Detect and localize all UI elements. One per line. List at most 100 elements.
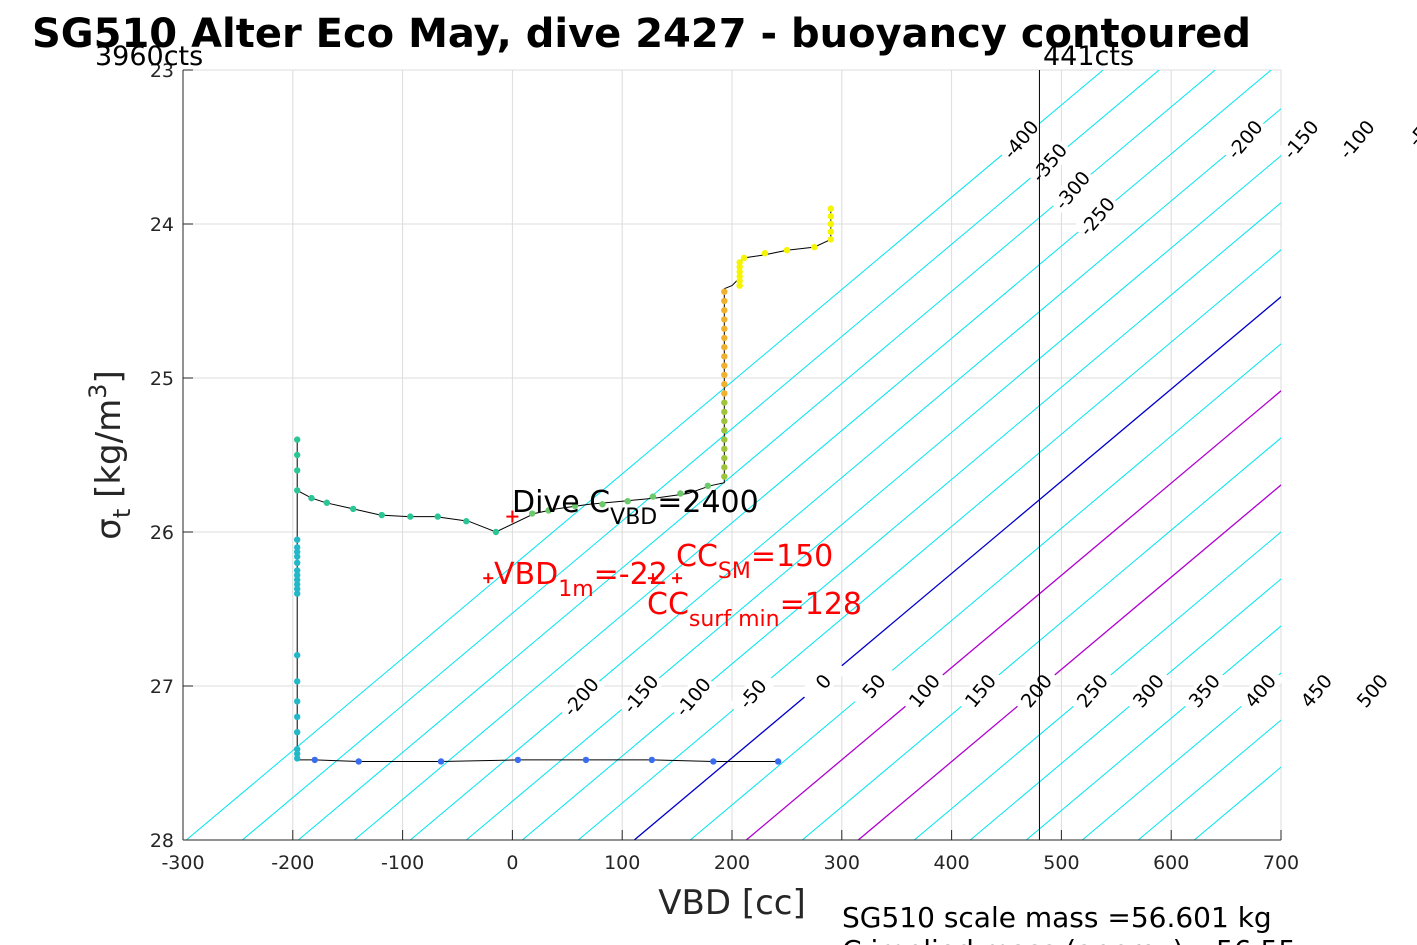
profile-point-teal-9 bbox=[293, 436, 301, 443]
contour-line-400 bbox=[1081, 672, 1281, 840]
profile-point-yellow-2 bbox=[827, 220, 835, 228]
dive-c-main: Dive C bbox=[512, 485, 610, 520]
vbd-main: VBD bbox=[494, 557, 558, 592]
profile-point-yellow-13 bbox=[736, 277, 743, 285]
profile-point-orange-10 bbox=[721, 380, 728, 388]
profile-point-yellow-5 bbox=[811, 243, 818, 251]
profile-point-olive-0 bbox=[721, 399, 728, 406]
profile-point-orange-4 bbox=[721, 325, 728, 332]
profile-point-green-6 bbox=[545, 507, 552, 514]
dive-c-value: =2400 bbox=[657, 485, 758, 520]
x-tick-label-4: 100 bbox=[604, 852, 640, 874]
profile-point-orange-8 bbox=[721, 362, 728, 369]
contour-label-bg-lower-0 bbox=[556, 671, 605, 723]
contour-label-bg-lower-6 bbox=[900, 665, 948, 717]
contour-line-0 bbox=[633, 296, 1281, 840]
profile-point-cyan-14 bbox=[293, 713, 301, 720]
contour-line-350 bbox=[1025, 625, 1281, 840]
contour-label-bg-lower-13 bbox=[1292, 665, 1340, 717]
profile-point-blue-7 bbox=[774, 758, 782, 765]
profile-point-orange-9 bbox=[721, 371, 728, 379]
profile-point-teal-6 bbox=[323, 499, 331, 506]
y-tick-label-1: 24 bbox=[150, 214, 174, 236]
y-tick-label-2: 25 bbox=[150, 368, 174, 390]
dive-c-annotation: Dive CVBD=2400 bbox=[512, 485, 759, 530]
profile-point-cyan-15 bbox=[293, 729, 301, 736]
profile-point-teal-11 bbox=[293, 467, 301, 474]
profile-point-teal-2 bbox=[434, 513, 441, 520]
profile-point-yellow-1 bbox=[827, 213, 835, 220]
profile-point-blue-5 bbox=[648, 756, 656, 764]
profile-point-blue-3 bbox=[514, 756, 522, 764]
profile-point-cyan-6 bbox=[293, 571, 301, 579]
y-tick-label-0: 23 bbox=[150, 60, 174, 82]
profile-point-yellow-6 bbox=[783, 246, 791, 254]
profile-point-blue-0 bbox=[311, 756, 318, 764]
vbd-value: =-22 bbox=[594, 557, 668, 592]
counts-left-label: 3960cts bbox=[95, 41, 203, 72]
vbd-sub: 1m bbox=[558, 577, 593, 602]
profile-point-cyan-9 bbox=[293, 585, 301, 593]
x-tick-label-5: 200 bbox=[714, 852, 750, 874]
profile-point-teal-3 bbox=[407, 513, 414, 520]
ccsurf-sub: surf min bbox=[689, 607, 780, 632]
profile-point-cyan-13 bbox=[293, 698, 301, 705]
contour-line--150 bbox=[465, 155, 1281, 840]
chart-title: SG510 Alter Eco May, dive 2427 - buoyanc… bbox=[32, 11, 1251, 57]
contour-line-300 bbox=[969, 578, 1281, 840]
counts-right-label: 441cts bbox=[1043, 41, 1134, 72]
contour-label-bg-upper-2 bbox=[1048, 164, 1096, 216]
y-label-sup: 3 bbox=[84, 384, 112, 399]
y-axis-label: σt [kg/m3] bbox=[84, 370, 136, 539]
profile-point-yellow-10 bbox=[736, 263, 743, 271]
contour-label-bg-lower-14 bbox=[1348, 665, 1396, 717]
profile-point-olive-3 bbox=[721, 427, 728, 434]
profile-point-olive-7 bbox=[721, 464, 728, 471]
x-tick-label-7: 400 bbox=[933, 852, 969, 874]
contour-line-250 bbox=[913, 531, 1281, 840]
profile-point-cyan-12 bbox=[293, 678, 301, 685]
profile-point-blue-4 bbox=[582, 756, 590, 764]
profile-point-green-2 bbox=[649, 493, 657, 500]
profile-point-olive-1 bbox=[721, 408, 728, 416]
contour-label-bg-upper-0 bbox=[996, 113, 1045, 165]
contour-label-bg-lower-4 bbox=[799, 655, 848, 707]
profile-point-orange-3 bbox=[721, 316, 728, 323]
profile-point-orange-2 bbox=[721, 307, 728, 314]
profile-point-teal-10 bbox=[293, 451, 301, 459]
profile-point-cyan-17 bbox=[293, 750, 301, 757]
y-label-sigma: σ bbox=[89, 518, 129, 540]
profile-point-teal-4 bbox=[378, 511, 385, 519]
profile-point-cyan-5 bbox=[293, 567, 301, 574]
contour-labels: -400-350-300-250-200-150-100-50050100150… bbox=[556, 106, 1417, 723]
ccsm-value: =150 bbox=[751, 539, 833, 574]
profile-point-yellow-4 bbox=[827, 236, 835, 243]
profile-point-green-3 bbox=[624, 498, 631, 505]
profile-point-yellow-7 bbox=[761, 250, 769, 257]
contour-label-bg-upper-5 bbox=[1276, 113, 1325, 165]
profile-point-green-1 bbox=[677, 490, 684, 497]
profile-point-olive-8 bbox=[721, 473, 728, 480]
footnote-implied-mass: C implied mass (approx) =56.55 bbox=[842, 934, 1296, 945]
profile-point-yellow-9 bbox=[736, 259, 743, 266]
profile-point-orange-0 bbox=[721, 288, 728, 295]
profile-point-yellow-3 bbox=[827, 228, 835, 235]
y-tick-label-3: 26 bbox=[150, 522, 174, 544]
y-label-sub: t bbox=[108, 509, 136, 518]
profile-point-yellow-14 bbox=[736, 282, 743, 289]
contour-line--50 bbox=[577, 249, 1281, 840]
profile-point-cyan-3 bbox=[293, 553, 301, 560]
profile-point-orange-5 bbox=[721, 334, 728, 342]
ccsurf-value: =128 bbox=[780, 587, 862, 622]
red-markers bbox=[483, 510, 683, 584]
x-tick-label-2: -100 bbox=[381, 852, 424, 874]
ccsm-main: CC bbox=[676, 539, 718, 574]
profile-point-cyan-4 bbox=[293, 559, 301, 566]
contour-label-bg-lower-8 bbox=[1012, 665, 1060, 717]
y-tick-label-5: 28 bbox=[150, 830, 174, 852]
contour-line--400 bbox=[185, 70, 1104, 840]
profile-point-cyan-0 bbox=[293, 536, 301, 543]
profile-point-teal-8 bbox=[293, 487, 301, 494]
profile-point-teal-7 bbox=[308, 494, 315, 502]
ccsurf-main: CC bbox=[647, 587, 689, 622]
